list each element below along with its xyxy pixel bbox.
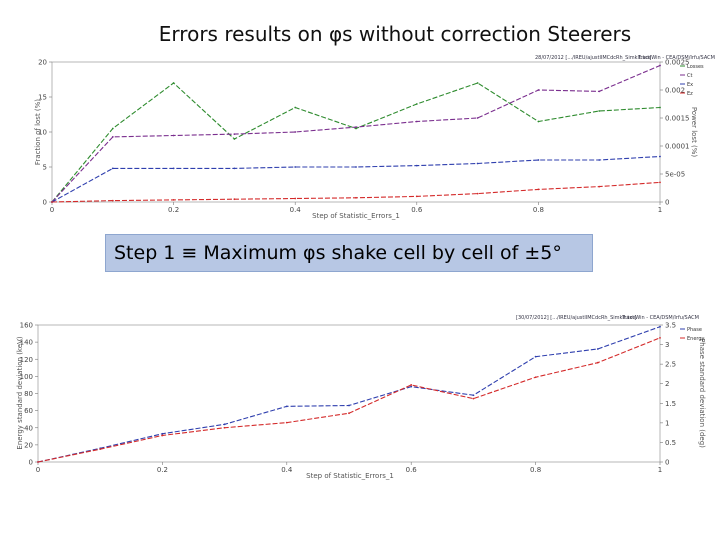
data-point-ex	[172, 167, 175, 170]
data-point-losses	[355, 127, 357, 130]
y-tick-label: 20	[38, 59, 47, 67]
y-tick-label: 0	[43, 199, 47, 207]
data-point-ex	[355, 166, 357, 168]
step-banner: Step 1 ≡ Maximum φs shake cell by cell o…	[105, 234, 593, 272]
data-point-ez	[415, 195, 418, 198]
legend-entry: Ex	[687, 82, 693, 88]
data-point-ct	[476, 117, 479, 119]
data-point-losses	[294, 106, 297, 109]
y-tick-label: 5	[43, 164, 47, 172]
data-point-ez	[598, 185, 601, 188]
x-tick-label: 1	[658, 206, 662, 214]
data-point-ez	[172, 199, 175, 201]
chart1-header-right: TraceWin - CEA/DSM/Irfu/SACM	[637, 55, 715, 61]
y2-tick-label: 0.002	[665, 87, 685, 95]
data-point-ex	[659, 155, 661, 158]
x-tick-label: 0.6	[411, 206, 423, 214]
data-point-ez	[51, 201, 53, 203]
data-point-ct	[537, 89, 540, 91]
data-point-ex	[598, 159, 601, 161]
data-point-ct	[111, 136, 114, 138]
chart1-frame	[51, 61, 661, 203]
data-point-ct	[172, 134, 175, 137]
data-point-losses	[415, 103, 418, 105]
data-point-ct	[598, 90, 601, 93]
data-point-ct	[659, 64, 661, 67]
data-point-ez	[537, 188, 540, 191]
data-point-losses	[537, 120, 540, 123]
x-tick-label: 0.8	[533, 206, 544, 214]
data-point-ez	[355, 196, 357, 199]
y-tick-label: 15	[38, 94, 47, 102]
data-point-ct	[415, 120, 418, 123]
slide-title: Errors results on φs without correction …	[158, 22, 632, 46]
data-point-losses	[111, 127, 114, 130]
data-point-ex	[476, 162, 479, 165]
data-point-ez	[233, 198, 236, 201]
chart1-xlabel: Step of Statistic_Errors_1	[312, 212, 400, 220]
data-point-ez	[476, 192, 479, 195]
data-point-losses	[476, 82, 479, 84]
y2-tick-label: 0.0025	[665, 59, 690, 67]
legend-entry: Ct	[687, 73, 692, 79]
data-point-ct	[233, 133, 236, 136]
chart1-ylabel-right: Power lost (%)	[690, 107, 698, 158]
chart1-ylabel: Fraction of lost (%)	[34, 99, 42, 165]
x-tick-label: 0.2	[168, 206, 179, 214]
data-point-ex	[415, 164, 418, 167]
legend-entry: Ez	[687, 91, 693, 97]
data-point-losses	[659, 106, 661, 109]
data-point-ez	[294, 197, 297, 200]
data-point-losses	[233, 138, 236, 140]
data-point-losses	[172, 82, 175, 84]
chart1-header-left: 28/07/2012 [.../IREU/ajustlIMCdcRh_Simki…	[535, 55, 651, 61]
data-point-ex	[111, 167, 114, 170]
x-tick-label: 0	[50, 206, 54, 214]
y2-tick-label: 5e-05	[665, 171, 685, 179]
y2-tick-label: 0	[665, 199, 669, 207]
chart1-plot-area	[51, 61, 661, 203]
data-point-ct	[355, 126, 357, 128]
data-point-ex	[233, 167, 236, 170]
y-tick-label: 10	[38, 129, 47, 137]
data-point-ez	[111, 199, 114, 202]
data-point-ex	[294, 166, 297, 168]
x-tick-label: 0.4	[290, 206, 302, 214]
data-point-ct	[294, 131, 297, 133]
data-point-ex	[537, 159, 540, 161]
y2-tick-label: 0.0015	[665, 115, 690, 123]
y2-tick-label: 0.0001	[665, 143, 690, 151]
legend-entry: Losses	[687, 64, 704, 70]
data-point-losses	[598, 110, 601, 112]
data-point-ez	[659, 181, 661, 184]
